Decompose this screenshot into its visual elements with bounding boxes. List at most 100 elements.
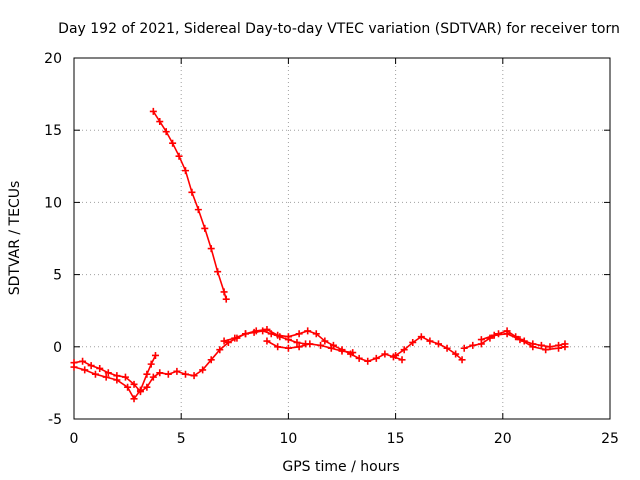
data-point — [398, 356, 406, 364]
data-point — [242, 330, 250, 338]
data-point — [542, 346, 550, 354]
data-point — [216, 346, 224, 354]
x-tick-label: 15 — [387, 431, 405, 447]
x-tick-labels: 0 5 10 15 20 25 — [70, 431, 619, 447]
data-point — [364, 357, 372, 365]
y-tick-label: -5 — [48, 412, 62, 428]
data-point — [409, 338, 417, 346]
y-tick-labels: -5 0 5 10 15 20 — [44, 51, 62, 428]
data-point — [188, 188, 196, 196]
data-point — [452, 350, 460, 358]
data-point — [400, 346, 408, 354]
data-point — [169, 139, 177, 147]
data-point — [162, 128, 170, 136]
series-prn-arc-3 — [70, 351, 159, 403]
data-point — [372, 354, 380, 362]
data-point — [321, 337, 329, 345]
data-point — [194, 206, 202, 214]
data-point — [143, 383, 151, 391]
data-point — [529, 343, 537, 351]
x-tick-label: 20 — [494, 431, 512, 447]
data-point — [231, 334, 239, 342]
x-axis-label: GPS time / hours — [282, 459, 399, 475]
data-point — [70, 363, 78, 371]
data-point — [149, 107, 157, 115]
data-point — [201, 224, 209, 232]
data-point — [214, 268, 222, 276]
data-point — [113, 376, 121, 384]
data-point — [263, 325, 271, 333]
series-prn-arc-5 — [263, 337, 357, 357]
data-point — [143, 370, 151, 378]
data-point — [295, 343, 303, 351]
data-point — [460, 344, 468, 352]
data-point — [220, 337, 228, 345]
data-series — [70, 107, 569, 403]
data-point — [147, 360, 155, 368]
data-point — [349, 349, 357, 357]
y-axis-label: SDTVAR / TECUs — [7, 181, 23, 296]
y-tick-label: 20 — [44, 51, 62, 67]
data-point — [136, 386, 144, 394]
data-point — [561, 343, 569, 351]
data-point — [477, 336, 485, 344]
data-point — [426, 337, 434, 345]
data-point — [121, 373, 129, 381]
data-point — [443, 344, 451, 352]
data-point — [104, 369, 112, 377]
data-point — [516, 336, 524, 344]
data-point — [295, 330, 303, 338]
data-point — [304, 327, 312, 335]
data-point — [130, 395, 138, 403]
data-point — [312, 330, 320, 338]
data-point — [503, 330, 511, 338]
data-point — [263, 337, 271, 345]
data-point — [284, 333, 292, 341]
data-point — [181, 167, 189, 175]
data-point — [284, 344, 292, 352]
data-point — [173, 367, 181, 375]
data-point — [181, 370, 189, 378]
data-point — [102, 373, 110, 381]
data-point — [164, 370, 172, 378]
data-point — [252, 327, 260, 335]
data-point — [417, 333, 425, 341]
data-point — [222, 295, 230, 303]
x-tick-label: 0 — [70, 431, 79, 447]
y-tick-label: 0 — [53, 340, 62, 356]
data-point — [151, 351, 159, 359]
data-point — [355, 354, 363, 362]
data-point — [87, 362, 95, 370]
data-point — [490, 331, 498, 339]
data-point — [338, 347, 346, 355]
data-point — [306, 340, 314, 348]
data-point — [434, 340, 442, 348]
data-point — [199, 366, 207, 374]
data-point — [190, 372, 198, 380]
data-point — [392, 351, 400, 359]
data-point — [81, 366, 89, 374]
data-point — [327, 344, 335, 352]
data-point — [207, 245, 215, 253]
series-prn-arc-8 — [477, 330, 569, 354]
data-point — [220, 288, 228, 296]
data-point — [156, 369, 164, 377]
series-prn-arc-1 — [149, 107, 230, 303]
data-point — [537, 341, 545, 349]
chart-title: Day 192 of 2021, Sidereal Day-to-day VTE… — [58, 21, 620, 37]
data-point — [96, 364, 104, 372]
data-point — [293, 338, 301, 346]
y-tick-label: 5 — [53, 268, 62, 284]
data-point — [555, 344, 563, 352]
data-point — [458, 356, 466, 364]
data-point — [79, 357, 87, 365]
data-point — [274, 343, 282, 351]
x-tick-label: 25 — [601, 431, 619, 447]
series-prn-arc-6 — [392, 333, 466, 364]
data-point — [381, 350, 389, 358]
data-point — [274, 331, 282, 339]
plot-frame — [73, 57, 611, 420]
axis-ticks — [73, 57, 611, 420]
x-tick-label: 10 — [279, 431, 297, 447]
